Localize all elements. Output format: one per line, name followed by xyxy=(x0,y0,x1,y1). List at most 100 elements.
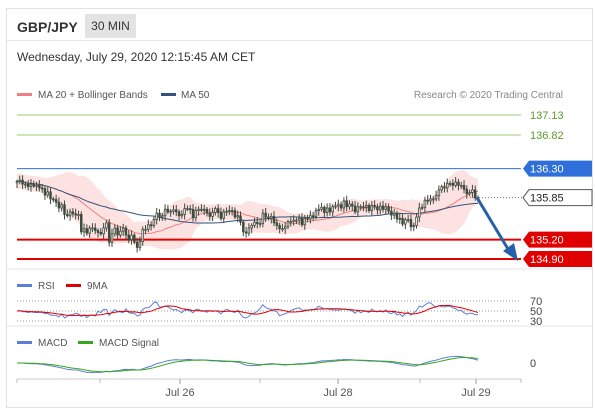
candle-body xyxy=(32,183,36,187)
candle-body xyxy=(362,206,365,209)
candle-body xyxy=(409,219,413,228)
candle-body xyxy=(102,227,105,235)
candle-body xyxy=(420,206,424,209)
candle-body xyxy=(281,228,284,231)
candle-body xyxy=(471,189,474,193)
candle-body xyxy=(244,231,248,234)
candle-body xyxy=(300,217,304,226)
candle-body xyxy=(40,187,44,190)
candle-body xyxy=(264,212,267,218)
candle-body xyxy=(451,183,455,186)
ma20-legend-label: MA 20 + Bollinger Bands xyxy=(38,90,148,101)
candle-body xyxy=(46,191,49,196)
candle-body xyxy=(392,212,396,216)
candle-body xyxy=(85,228,89,234)
candle-body xyxy=(183,208,186,215)
candle-body xyxy=(93,227,97,231)
candle-body xyxy=(359,206,362,209)
candle-body xyxy=(177,211,181,217)
chart-datetime: Wednesday, July 29, 2020 12:15:45 AM CET xyxy=(17,50,256,64)
candle-body xyxy=(398,217,402,220)
macd-level-label: 0 xyxy=(530,358,536,370)
candle-body xyxy=(124,227,128,236)
candle-body xyxy=(376,206,379,211)
candle-body xyxy=(91,227,94,230)
candle-body xyxy=(211,212,214,217)
candle-body xyxy=(415,216,418,226)
candle-body xyxy=(297,217,301,221)
candle-body xyxy=(418,207,421,218)
candle-body xyxy=(96,230,100,233)
candle-body xyxy=(381,205,385,210)
candle-body xyxy=(247,227,251,234)
candle-body xyxy=(208,212,212,217)
candle-body xyxy=(395,212,399,220)
candle-body xyxy=(406,219,410,222)
candle-body xyxy=(446,183,449,189)
candle-body xyxy=(443,186,446,189)
candle-body xyxy=(286,221,290,228)
candle-body xyxy=(236,215,239,218)
candle-body xyxy=(253,221,256,226)
candle-body xyxy=(311,215,315,218)
candle-body xyxy=(194,210,198,219)
candle-body xyxy=(200,208,203,211)
candle-body xyxy=(26,183,30,188)
candle-body xyxy=(337,204,340,207)
candle-body xyxy=(130,234,133,241)
candle-body xyxy=(401,217,404,225)
candle-body xyxy=(107,222,111,243)
candle-body xyxy=(88,227,91,234)
candle-body xyxy=(43,188,47,196)
x-tick-label: Jul 29 xyxy=(461,387,490,399)
ma50-legend-swatch xyxy=(161,93,176,96)
candle-body xyxy=(242,221,245,233)
candle-body xyxy=(149,224,153,227)
candle-body xyxy=(437,189,441,197)
last-price-tag xyxy=(522,189,593,207)
candle-body xyxy=(348,203,351,208)
price-levels xyxy=(17,114,521,260)
candle-body xyxy=(342,200,346,209)
candlesticks xyxy=(15,175,480,253)
macd-legend-swatch xyxy=(17,341,32,344)
candle-body xyxy=(205,208,209,214)
candle-body xyxy=(387,206,390,212)
candle-body xyxy=(191,208,195,219)
last-price-tag-label: 135.85 xyxy=(530,193,564,205)
candle-body xyxy=(373,205,376,208)
candle-body xyxy=(57,201,61,209)
candle-body xyxy=(426,199,429,202)
pivot-tag-label: 136.30 xyxy=(530,164,564,176)
candle-body xyxy=(49,191,52,200)
candle-body xyxy=(303,217,307,226)
candle-body xyxy=(121,227,125,232)
support-tag xyxy=(523,251,592,267)
candle-body xyxy=(334,205,337,208)
candle-body xyxy=(423,199,427,208)
rsi-level-label: 70 xyxy=(530,296,542,308)
candle-body xyxy=(141,228,144,242)
candle-body xyxy=(283,226,287,230)
rsi-level-label: 30 xyxy=(530,316,542,328)
macd-legend-label: MACD xyxy=(38,338,67,349)
forecast-arrow-line xyxy=(475,196,510,250)
candle-body xyxy=(370,205,374,211)
candle-body xyxy=(404,219,407,225)
candle-body xyxy=(166,208,170,213)
candle-body xyxy=(74,213,77,216)
macd-levels: 0 xyxy=(530,358,536,370)
pivot-tag xyxy=(523,160,592,177)
candle-body xyxy=(250,225,253,229)
candle-body xyxy=(314,210,318,217)
candle-body xyxy=(29,183,33,188)
rsi-ma-line xyxy=(16,304,479,317)
timeframe-badge[interactable]: 30 MIN xyxy=(85,14,136,38)
candle-body xyxy=(309,215,312,220)
candle-body xyxy=(54,199,58,203)
candle-body xyxy=(225,210,228,213)
ma50-legend-label: MA 50 xyxy=(181,90,210,101)
x-tick-label: Jul 26 xyxy=(165,387,194,399)
candle-body xyxy=(219,212,223,219)
